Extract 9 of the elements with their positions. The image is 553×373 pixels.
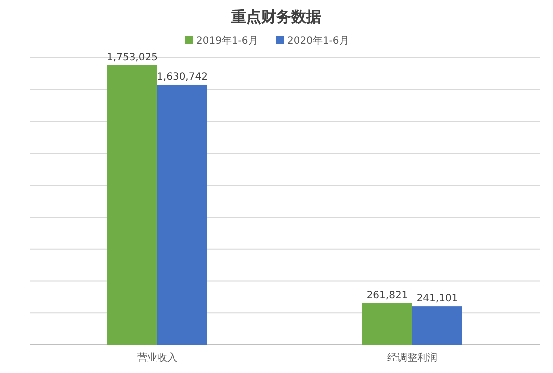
data-label: 1,753,025 [107, 52, 158, 64]
legend-label: 2019年1-6月 [196, 36, 258, 47]
legend-label: 2020年1-6月 [288, 36, 350, 47]
x-tick: 营业收入 [138, 353, 178, 364]
x-tick: 经调整利润 [388, 353, 438, 364]
data-label: 261,821 [366, 290, 408, 302]
data-label: 1,630,742 [157, 72, 208, 83]
data-label: 241,101 [416, 294, 458, 305]
title: 重点财务数据 [232, 8, 322, 26]
